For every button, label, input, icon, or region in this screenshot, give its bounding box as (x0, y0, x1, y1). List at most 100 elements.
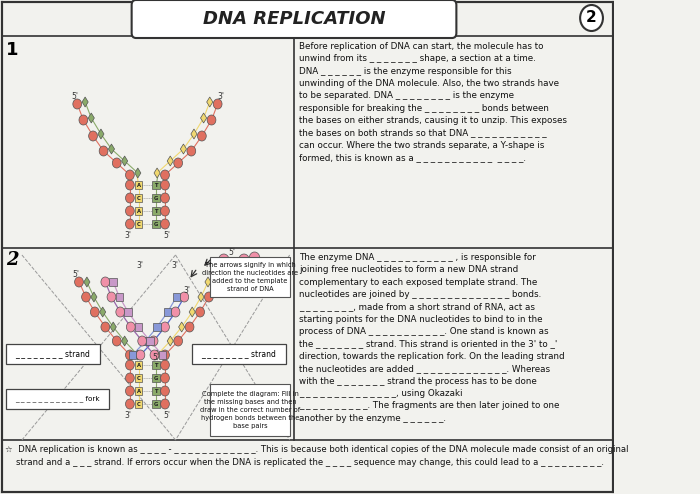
Polygon shape (154, 350, 160, 360)
Circle shape (160, 206, 169, 216)
Polygon shape (88, 113, 95, 123)
FancyBboxPatch shape (6, 389, 108, 409)
Circle shape (171, 307, 180, 317)
FancyBboxPatch shape (153, 194, 160, 203)
Text: T: T (155, 388, 158, 394)
FancyBboxPatch shape (129, 351, 137, 359)
Circle shape (112, 336, 121, 346)
Circle shape (125, 360, 134, 370)
Polygon shape (82, 97, 88, 107)
Text: 2: 2 (586, 10, 597, 26)
Circle shape (150, 350, 159, 360)
FancyBboxPatch shape (210, 384, 290, 436)
Circle shape (138, 336, 146, 346)
FancyBboxPatch shape (135, 194, 142, 203)
Circle shape (160, 360, 169, 370)
Polygon shape (122, 156, 127, 166)
Circle shape (160, 322, 169, 332)
FancyBboxPatch shape (135, 323, 142, 331)
Circle shape (149, 336, 158, 346)
Text: 3': 3' (171, 261, 178, 270)
Text: 3': 3' (215, 270, 222, 279)
Circle shape (136, 350, 145, 360)
Circle shape (160, 373, 169, 383)
Text: G: G (154, 221, 158, 227)
Circle shape (207, 115, 216, 125)
Polygon shape (84, 277, 90, 287)
FancyBboxPatch shape (193, 344, 286, 364)
Text: 5': 5' (163, 411, 170, 420)
FancyBboxPatch shape (220, 266, 228, 276)
Circle shape (249, 252, 260, 264)
Circle shape (160, 350, 169, 360)
Circle shape (125, 399, 134, 409)
Text: C: C (136, 196, 141, 201)
Polygon shape (167, 336, 174, 346)
Circle shape (116, 307, 125, 317)
Text: Complete the diagram: Fill in
the missing bases and then
draw in the correct num: Complete the diagram: Fill in the missin… (200, 391, 300, 429)
Circle shape (180, 292, 189, 302)
FancyBboxPatch shape (153, 181, 160, 189)
Polygon shape (134, 168, 141, 178)
Circle shape (125, 350, 134, 360)
FancyBboxPatch shape (135, 373, 142, 382)
Polygon shape (99, 307, 106, 317)
Text: C: C (136, 402, 141, 407)
Text: 3': 3' (218, 92, 225, 101)
Text: T: T (155, 208, 158, 213)
FancyBboxPatch shape (153, 323, 161, 331)
FancyBboxPatch shape (135, 181, 142, 189)
Circle shape (75, 277, 83, 287)
FancyBboxPatch shape (135, 387, 142, 395)
FancyBboxPatch shape (125, 308, 132, 316)
FancyBboxPatch shape (231, 279, 239, 289)
Polygon shape (98, 129, 104, 139)
Circle shape (239, 254, 249, 266)
Circle shape (160, 170, 169, 180)
Circle shape (125, 180, 134, 190)
FancyBboxPatch shape (164, 308, 172, 316)
Circle shape (125, 386, 134, 396)
Polygon shape (108, 144, 115, 154)
Text: ☆  DNA replication is known as _ _ _ _ - _ _ _ _ _ _ _ _ _ _ _ _. This is becaus: ☆ DNA replication is known as _ _ _ _ - … (6, 445, 629, 466)
FancyBboxPatch shape (109, 278, 117, 287)
Circle shape (79, 115, 88, 125)
Circle shape (160, 386, 169, 396)
Text: _ _ _ _ _ _ _ _ _ _ _ _ fork: _ _ _ _ _ _ _ _ _ _ _ _ fork (15, 396, 99, 403)
FancyBboxPatch shape (153, 400, 160, 409)
Circle shape (214, 99, 222, 109)
FancyBboxPatch shape (135, 400, 142, 409)
Circle shape (160, 399, 169, 409)
Polygon shape (198, 292, 204, 302)
Text: 5': 5' (163, 231, 170, 240)
Text: 3': 3' (183, 286, 190, 295)
Circle shape (101, 277, 110, 287)
Circle shape (160, 193, 169, 203)
Polygon shape (206, 97, 213, 107)
Polygon shape (154, 168, 160, 178)
Text: DNA REPLICATION: DNA REPLICATION (203, 10, 385, 28)
FancyBboxPatch shape (210, 257, 290, 297)
FancyBboxPatch shape (159, 351, 166, 359)
Text: G: G (154, 375, 158, 380)
Polygon shape (205, 277, 211, 287)
Text: T: T (155, 182, 158, 188)
Text: G: G (154, 196, 158, 201)
Circle shape (160, 180, 169, 190)
FancyBboxPatch shape (240, 266, 248, 276)
Text: _ _ _ _ _ _ _ _ strand: _ _ _ _ _ _ _ _ strand (202, 349, 276, 359)
Circle shape (230, 267, 241, 279)
Circle shape (204, 292, 214, 302)
Circle shape (580, 5, 603, 31)
Text: C: C (136, 375, 141, 380)
Text: A: A (136, 182, 141, 188)
Text: A: A (136, 363, 141, 368)
Circle shape (90, 307, 99, 317)
Circle shape (187, 146, 196, 156)
Polygon shape (189, 307, 195, 317)
Polygon shape (167, 156, 174, 166)
Text: The arrows signify in which
direction the nucleotides are
added to the template
: The arrows signify in which direction th… (202, 262, 298, 292)
Circle shape (112, 158, 121, 168)
FancyBboxPatch shape (173, 293, 180, 301)
Text: 2: 2 (6, 251, 18, 269)
